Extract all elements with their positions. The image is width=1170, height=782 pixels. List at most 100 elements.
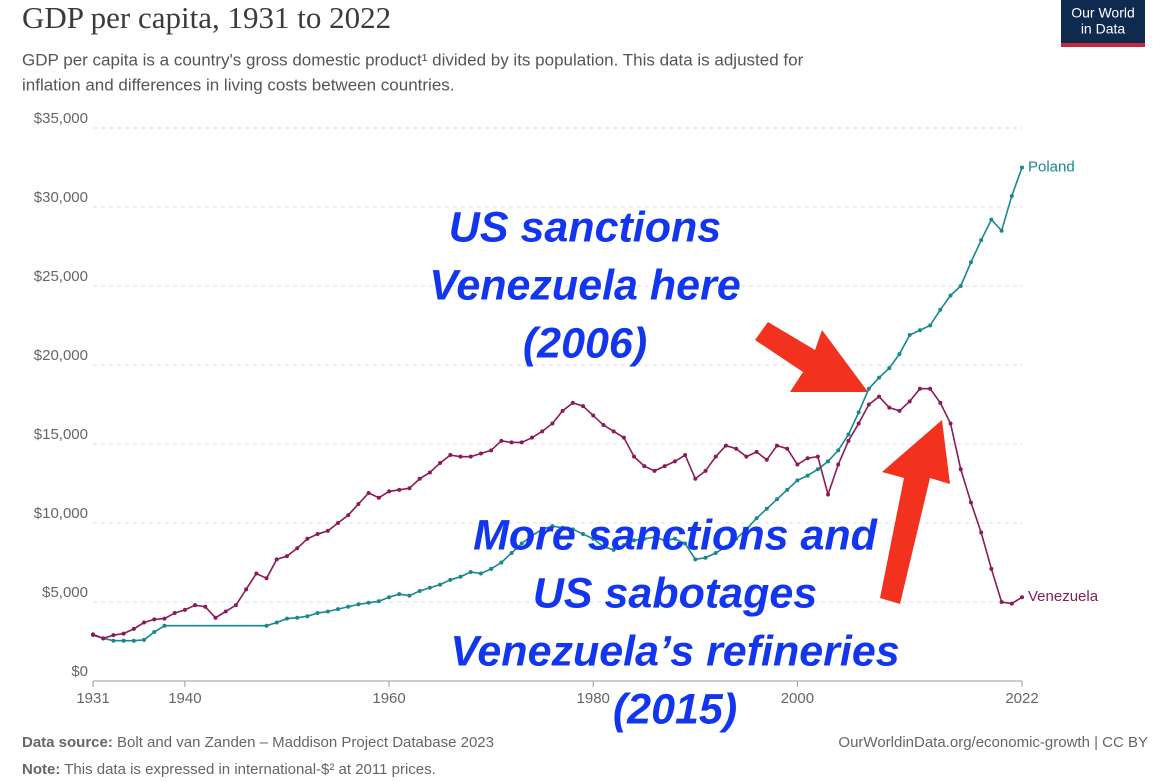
point <box>601 423 606 428</box>
point <box>734 536 739 541</box>
note: Note: This data is expressed in internat… <box>22 761 436 778</box>
point <box>121 631 126 636</box>
point <box>897 408 902 413</box>
point <box>591 413 596 418</box>
point <box>478 571 483 576</box>
point <box>764 506 769 511</box>
point <box>989 566 994 571</box>
point <box>325 609 330 614</box>
point <box>529 533 534 538</box>
point <box>662 464 667 469</box>
point <box>581 404 586 409</box>
point <box>427 585 432 590</box>
point <box>438 460 443 465</box>
x-tick-label: 1980 <box>577 690 610 707</box>
point <box>938 307 943 312</box>
point <box>958 284 963 288</box>
point <box>621 543 626 548</box>
point <box>458 574 463 579</box>
annotation: US sanctions <box>449 203 721 251</box>
point <box>621 435 626 440</box>
point <box>387 489 392 494</box>
point <box>397 592 402 597</box>
point <box>305 536 310 541</box>
point <box>376 495 381 500</box>
point <box>734 446 739 451</box>
point <box>274 557 279 562</box>
point <box>958 467 963 472</box>
point <box>223 609 228 614</box>
point <box>1009 601 1014 606</box>
point <box>887 405 892 410</box>
point <box>642 536 647 541</box>
point <box>152 617 157 622</box>
point <box>928 386 933 391</box>
point <box>713 551 718 556</box>
point <box>581 532 586 537</box>
point <box>233 603 238 608</box>
point <box>254 571 259 576</box>
y-tick-label: $20,000 <box>34 347 88 364</box>
point <box>928 323 933 328</box>
point <box>979 238 984 243</box>
point <box>805 456 810 461</box>
point <box>346 513 351 518</box>
point <box>519 541 524 546</box>
point <box>315 611 320 616</box>
plot: $0 $5,000 $10,000 $15,000 $20,000 $25,000 $30,… <box>34 110 1099 707</box>
point <box>417 476 422 481</box>
y-tick-label: $25,000 <box>34 268 88 285</box>
point <box>723 443 728 448</box>
point <box>468 454 473 459</box>
point <box>917 328 922 333</box>
logo-text: in Data <box>1081 21 1126 37</box>
point <box>203 604 208 609</box>
annotation: Venezuela’s refineries <box>450 627 899 675</box>
series-label: Poland <box>1028 158 1075 175</box>
point <box>101 636 106 641</box>
point <box>519 440 524 445</box>
point <box>111 633 116 638</box>
point <box>182 607 187 612</box>
point <box>1020 595 1024 600</box>
logo-text: Our World <box>1071 5 1135 21</box>
point <box>672 459 677 464</box>
annotation: US sabotages <box>533 569 817 617</box>
point <box>193 603 198 608</box>
note-label: Note: <box>22 761 60 778</box>
point <box>448 453 453 458</box>
point <box>999 600 1004 604</box>
point <box>387 595 392 600</box>
point <box>213 615 218 620</box>
point <box>407 486 412 491</box>
point <box>795 462 800 467</box>
point <box>336 607 341 612</box>
source: Data source: Bolt and van Zanden – Maddi… <box>22 734 494 751</box>
source-label: Data source: <box>22 734 113 751</box>
point <box>601 544 606 549</box>
point <box>274 620 279 625</box>
point <box>642 464 647 469</box>
point <box>162 616 167 621</box>
point <box>774 497 779 502</box>
point <box>826 492 831 497</box>
y-tick-label: $30,000 <box>34 189 88 206</box>
point <box>672 536 677 541</box>
point <box>284 554 289 559</box>
point <box>948 293 953 298</box>
series-line <box>92 387 1023 640</box>
point <box>468 569 473 574</box>
point <box>897 351 902 356</box>
point <box>652 468 657 473</box>
point <box>754 449 759 454</box>
point <box>774 443 779 448</box>
point <box>111 638 116 643</box>
x-tick-label: 1931 <box>76 690 109 707</box>
point <box>121 638 126 643</box>
point <box>427 470 432 475</box>
point <box>172 611 177 616</box>
point <box>836 462 841 467</box>
point <box>91 632 95 637</box>
point <box>295 546 300 551</box>
